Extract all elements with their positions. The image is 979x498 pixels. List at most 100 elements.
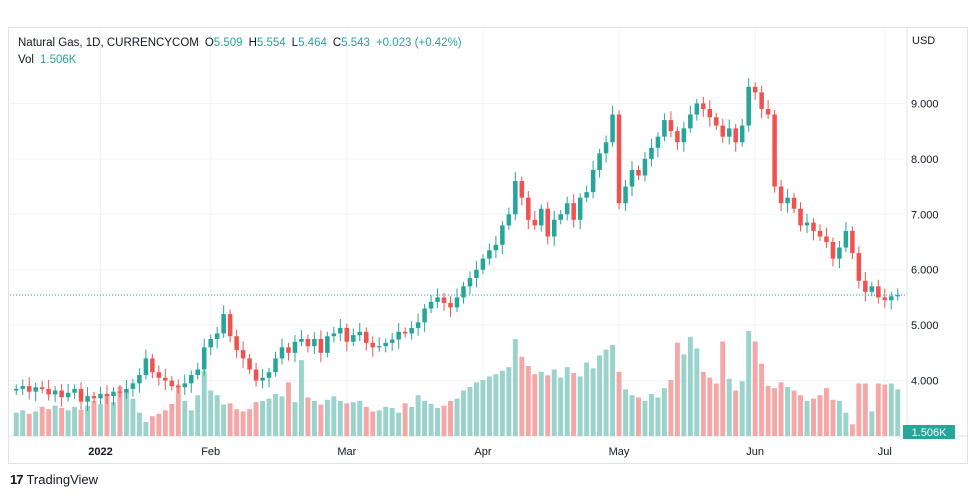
candle-body[interactable] bbox=[513, 181, 518, 215]
candle-body[interactable] bbox=[72, 388, 77, 393]
candle-body[interactable] bbox=[688, 114, 693, 129]
candle-body[interactable] bbox=[830, 242, 836, 259]
candle-body[interactable] bbox=[46, 388, 51, 395]
candle-body[interactable] bbox=[357, 331, 363, 336]
candle-body[interactable] bbox=[227, 314, 233, 337]
volume-label[interactable]: Vol bbox=[18, 54, 34, 66]
candle-body[interactable] bbox=[895, 295, 901, 297]
candle-body[interactable] bbox=[506, 214, 512, 226]
candle-body[interactable] bbox=[564, 203, 570, 215]
candle-body[interactable] bbox=[428, 301, 434, 309]
candle-body[interactable] bbox=[649, 147, 654, 159]
candle-body[interactable] bbox=[577, 197, 583, 220]
candle-body[interactable] bbox=[584, 192, 589, 198]
candle-body[interactable] bbox=[441, 297, 447, 303]
candle-body[interactable] bbox=[467, 278, 473, 287]
tradingview-footer[interactable]: 17 TradingView bbox=[10, 472, 98, 487]
candle-body[interactable] bbox=[292, 341, 298, 353]
candle-body[interactable] bbox=[798, 208, 803, 226]
candle-body[interactable] bbox=[662, 120, 667, 137]
candle-body[interactable] bbox=[448, 302, 453, 308]
candle-body[interactable] bbox=[882, 297, 888, 301]
candle-body[interactable] bbox=[338, 327, 343, 334]
candle-body[interactable] bbox=[493, 244, 499, 251]
candle-body[interactable] bbox=[876, 286, 881, 298]
candle-body[interactable] bbox=[91, 396, 97, 399]
candle-body[interactable] bbox=[811, 222, 816, 231]
candle-body[interactable] bbox=[247, 358, 252, 370]
candle-body[interactable] bbox=[201, 347, 207, 370]
candle-body[interactable] bbox=[636, 169, 641, 176]
candle-body[interactable] bbox=[65, 392, 71, 398]
candle-body[interactable] bbox=[363, 331, 369, 343]
candle-body[interactable] bbox=[720, 125, 726, 137]
candle-body[interactable] bbox=[629, 169, 635, 187]
candle-body[interactable] bbox=[351, 335, 356, 342]
candle-body[interactable] bbox=[279, 347, 285, 359]
candle-body[interactable] bbox=[98, 393, 103, 399]
candle-body[interactable] bbox=[714, 117, 719, 126]
candle-body[interactable] bbox=[376, 346, 382, 348]
candle-body[interactable] bbox=[117, 391, 123, 393]
candle-body[interactable] bbox=[214, 333, 220, 339]
candle-body[interactable] bbox=[480, 258, 486, 270]
candle-body[interactable] bbox=[85, 396, 90, 402]
candle-body[interactable] bbox=[856, 253, 862, 281]
candle-body[interactable] bbox=[409, 327, 414, 334]
candle-body[interactable] bbox=[487, 250, 492, 259]
candle-body[interactable] bbox=[597, 153, 602, 170]
candle-body[interactable] bbox=[889, 296, 894, 301]
candle-body[interactable] bbox=[610, 114, 615, 143]
candle-body[interactable] bbox=[681, 128, 687, 143]
candle-body[interactable] bbox=[124, 388, 129, 393]
candle-body[interactable] bbox=[616, 114, 622, 204]
candle-body[interactable] bbox=[863, 280, 868, 292]
candle-body[interactable] bbox=[804, 222, 810, 226]
candle-body[interactable] bbox=[837, 247, 842, 259]
candle-body[interactable] bbox=[772, 114, 777, 187]
candle-body[interactable] bbox=[422, 308, 427, 323]
candle-body[interactable] bbox=[558, 214, 563, 220]
candle-body[interactable] bbox=[532, 219, 538, 226]
candle-body[interactable] bbox=[383, 342, 388, 347]
candle-body[interactable] bbox=[188, 375, 194, 384]
candle-body[interactable] bbox=[739, 125, 745, 143]
candle-body[interactable] bbox=[623, 186, 628, 204]
candle-body[interactable] bbox=[545, 208, 551, 237]
candle-body[interactable] bbox=[778, 186, 784, 204]
candle-body[interactable] bbox=[104, 393, 110, 397]
candle-body[interactable] bbox=[33, 387, 38, 392]
candle-body[interactable] bbox=[519, 181, 525, 198]
candle-body[interactable] bbox=[526, 197, 531, 220]
candle-body[interactable] bbox=[111, 391, 116, 397]
candle-body[interactable] bbox=[701, 103, 706, 109]
candle-body[interactable] bbox=[603, 142, 609, 154]
candle-body[interactable] bbox=[850, 230, 855, 254]
candle-body[interactable] bbox=[571, 203, 576, 220]
candle-body[interactable] bbox=[312, 339, 317, 347]
candle-body[interactable] bbox=[402, 331, 408, 334]
candle-body[interactable] bbox=[551, 219, 557, 237]
candle-body[interactable] bbox=[52, 390, 58, 395]
candle-body[interactable] bbox=[260, 377, 265, 381]
candle-body[interactable] bbox=[318, 339, 324, 353]
candle-body[interactable] bbox=[389, 339, 395, 343]
candle-body[interactable] bbox=[668, 120, 674, 132]
candle-body[interactable] bbox=[39, 387, 45, 389]
candle-body[interactable] bbox=[273, 358, 278, 373]
candle-body[interactable] bbox=[195, 369, 200, 376]
candle-body[interactable] bbox=[791, 197, 797, 209]
candle-body[interactable] bbox=[746, 86, 751, 126]
candle-body[interactable] bbox=[474, 269, 479, 279]
candle-body[interactable] bbox=[234, 336, 239, 351]
candle-body[interactable] bbox=[538, 208, 544, 226]
candle-body[interactable] bbox=[266, 372, 272, 378]
candle-body[interactable] bbox=[396, 331, 401, 340]
candle-body[interactable] bbox=[642, 158, 648, 176]
candle-body[interactable] bbox=[208, 339, 213, 348]
candle-body[interactable] bbox=[500, 225, 505, 245]
candle-body[interactable] bbox=[707, 108, 713, 118]
candle-body[interactable] bbox=[655, 136, 661, 148]
candle-body[interactable] bbox=[143, 358, 149, 376]
